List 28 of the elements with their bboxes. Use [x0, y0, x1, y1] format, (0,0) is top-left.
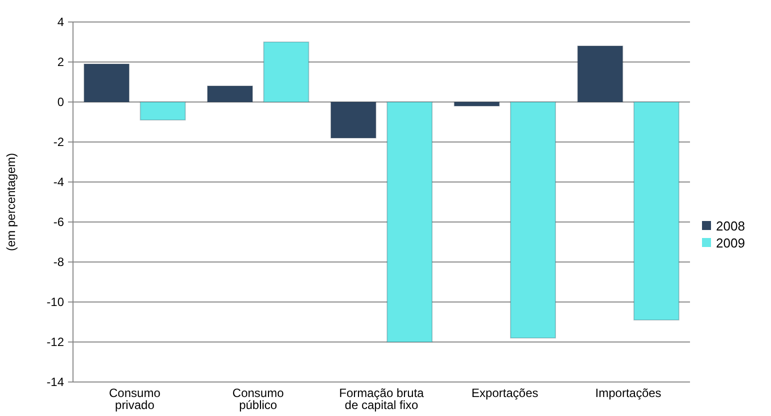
- x-tick-label: Importações: [595, 386, 662, 400]
- x-tick-label: Consumo privado: [109, 386, 161, 412]
- bar: [577, 46, 624, 102]
- bar: [633, 102, 680, 320]
- bar: [510, 102, 556, 338]
- bar: [140, 102, 186, 120]
- y-tick-label: -8: [53, 255, 64, 270]
- bar: [207, 86, 253, 102]
- y-tick-label: 0: [57, 95, 64, 110]
- y-tick-label: 4: [57, 15, 64, 30]
- y-tick-label: -10: [46, 295, 64, 310]
- x-tick-label: Formação bruta de capital fixo: [339, 386, 424, 412]
- legend-label: 2008: [716, 218, 745, 234]
- legend-label: 2009: [716, 236, 745, 251]
- y-tick-label: -12: [46, 335, 64, 350]
- y-tick-label: 2: [57, 55, 64, 70]
- x-tick-label: Exportações: [472, 386, 538, 400]
- y-tick-label: -6: [53, 215, 64, 230]
- bar: [84, 64, 130, 102]
- y-axis-title: (em percentagem): [4, 152, 18, 252]
- bar: [330, 102, 376, 138]
- bar: [454, 102, 500, 106]
- y-tick-label: -14: [46, 375, 64, 390]
- y-tick-label: -4: [53, 175, 64, 190]
- y-tick-label: -2: [53, 135, 64, 150]
- bar: [263, 42, 310, 102]
- bar: [386, 102, 433, 342]
- x-tick-label: Consumo público: [232, 386, 284, 412]
